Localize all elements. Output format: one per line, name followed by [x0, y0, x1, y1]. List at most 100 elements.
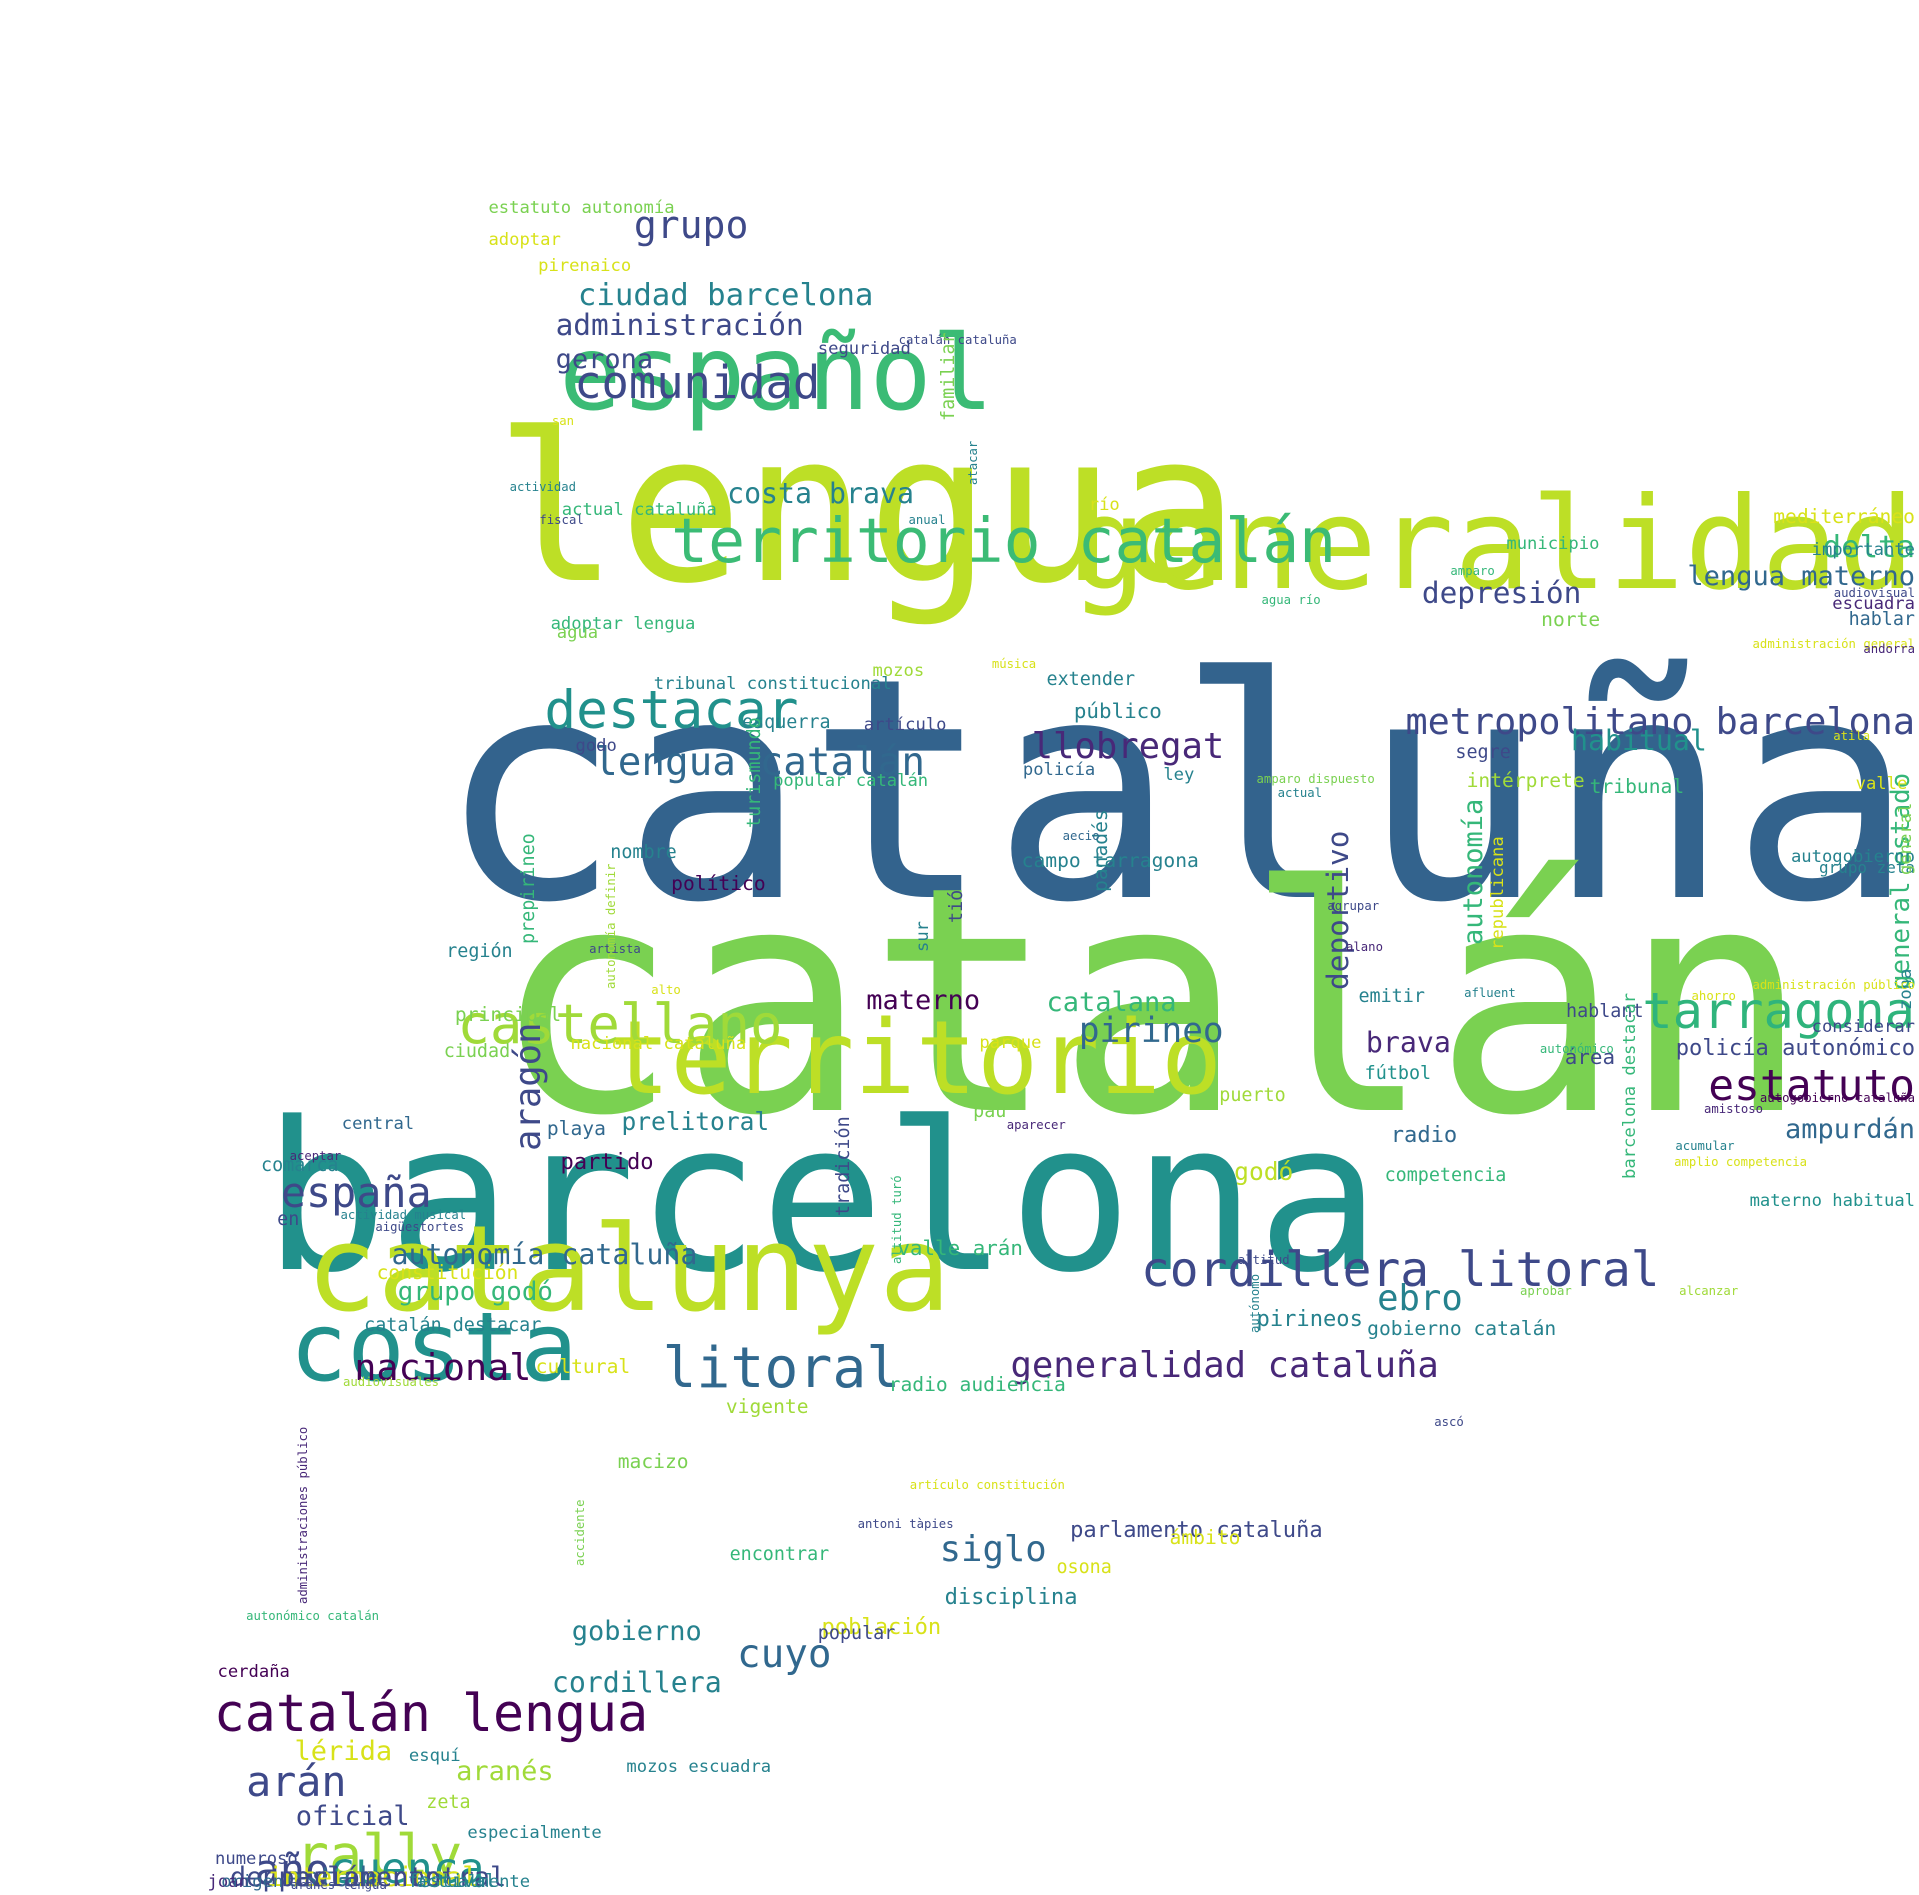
cloud-word: catalana: [1046, 987, 1177, 1019]
cloud-word: constitución: [376, 1260, 519, 1284]
cloud-word: autonomía cataluña: [391, 1237, 698, 1271]
cloud-word: administración general: [1752, 637, 1916, 652]
cloud-word: alto: [651, 983, 681, 998]
cloud-word: intérprete: [1466, 768, 1585, 792]
cloud-word: fiscal: [539, 513, 584, 528]
cloud-word: lengua materno: [1687, 561, 1915, 593]
cloud-word: tribunal: [1589, 774, 1685, 798]
cloud-word: valle: [1855, 773, 1908, 794]
cloud-word: materno: [866, 984, 981, 1016]
cloud-word: familiar: [937, 332, 959, 421]
cloud-word: estatuto autonomía: [488, 198, 675, 219]
cloud-word: radio audiencia: [888, 1372, 1066, 1396]
cloud-word: antoni tàpies: [857, 1517, 954, 1532]
cloud-word: san: [551, 413, 574, 428]
cloud-word: cordillera litoral: [1140, 1242, 1660, 1298]
cloud-word: tarragona: [1642, 980, 1915, 1040]
cloud-word: agrupar: [1327, 898, 1380, 913]
cloud-word: aranés: [456, 1755, 554, 1787]
cloud-word: audiovisuales: [343, 1374, 440, 1389]
cloud-word: amplio competencia: [1674, 1155, 1808, 1170]
cloud-word: río: [1088, 495, 1120, 516]
cloud-word: catalán destacar: [364, 1314, 542, 1336]
cloud-word: godó: [1234, 1156, 1294, 1186]
cloud-word: cultural: [535, 1355, 631, 1379]
cloud-word: popular: [817, 1622, 896, 1644]
cloud-word: fútbol: [1364, 1063, 1432, 1085]
cloud-word: cordillera: [551, 1666, 722, 1700]
cloud-word: norte: [1541, 607, 1601, 631]
cloud-word: rally: [295, 1823, 463, 1888]
cloud-word: mozos: [872, 660, 925, 681]
cloud-word: depresión central: [229, 1861, 507, 1893]
cloud-word: aceptar: [289, 1149, 342, 1163]
cloud-word: destacar: [544, 679, 799, 741]
cloud-word: accidente: [573, 1499, 588, 1567]
cloud-word: costa: [289, 1290, 578, 1403]
cloud-word: catalán: [490, 819, 1810, 1184]
cloud-word: político: [671, 871, 766, 895]
cloud-word: grupo: [633, 203, 749, 248]
cloud-word: ascó: [1434, 1415, 1464, 1430]
cloud-word: escuadra: [1832, 594, 1915, 615]
cloud-word: popular catalán: [773, 771, 929, 792]
cloud-word: estado: [285, 1862, 384, 1893]
cloud-word: pau: [973, 1101, 1007, 1123]
cloud-word: origen: [221, 1871, 284, 1892]
cloud-word: territorio: [609, 998, 1223, 1118]
cloud-word: ebro: [1377, 1278, 1463, 1320]
cloud-word: atacar: [965, 440, 980, 485]
cloud-word: numeroso: [215, 1848, 298, 1869]
cloud-word: importante: [1811, 540, 1915, 561]
cloud-word: partido: [560, 1149, 654, 1176]
cloud-word: habitual: [1570, 723, 1707, 757]
cloud-word: lengua: [494, 389, 1240, 630]
cloud-word: ámbito: [1169, 1526, 1241, 1550]
cloud-word: llobregat: [1031, 726, 1225, 768]
cloud-word: territorio catalán: [671, 505, 1337, 577]
cloud-word: catalán cataluña: [898, 332, 1017, 347]
cloud-word: cuyo: [737, 1631, 832, 1677]
cloud-word: oficial: [295, 1800, 410, 1832]
cloud-word: área: [1564, 1044, 1615, 1069]
cloud-word: generalidad cataluña: [1010, 1344, 1439, 1386]
cloud-word: alano: [1346, 940, 1383, 955]
cloud-word: comunidad: [574, 355, 821, 409]
cloud-word: cuenca: [329, 1844, 485, 1895]
cloud-word: pirineos: [1256, 1306, 1363, 1333]
cloud-word: autonomía definir: [604, 863, 619, 990]
cloud-word: agua: [556, 622, 599, 643]
cloud-word: litoral: [662, 1336, 901, 1402]
cloud-word: región: [446, 940, 513, 962]
cloud-word: aranés lengua: [290, 1877, 387, 1892]
cloud-word: andorra: [1863, 642, 1916, 657]
cloud-word: policía autonómico: [1675, 1035, 1915, 1062]
cloud-word: actual cataluña: [561, 499, 717, 520]
cloud-word: acumular: [1675, 1139, 1735, 1154]
cloud-word: ahorro: [1691, 989, 1736, 1004]
cloud-word: encontrar: [729, 1544, 830, 1566]
cloud-word: autogobierno: [1790, 847, 1915, 868]
cloud-word: brava: [1365, 1025, 1451, 1059]
cloud-word: españa: [280, 1168, 432, 1218]
cloud-word: grupo godó: [397, 1277, 553, 1308]
cloud-word: arán: [246, 1757, 347, 1807]
cloud-word: esquerra: [741, 712, 831, 734]
cloud-word: grupo zeta: [1819, 858, 1915, 878]
cloud-word: cataluña: [437, 613, 1915, 971]
cloud-word: barcelona destacar: [1619, 993, 1640, 1180]
cloud-word: principal: [454, 1003, 562, 1027]
cloud-word: amparo: [1450, 563, 1495, 578]
cloud-word: seguridad: [817, 339, 911, 360]
cloud-word: esquí: [408, 1745, 461, 1766]
cloud-word: sur: [912, 921, 933, 953]
cloud-word: aparecer: [1006, 1118, 1066, 1133]
cloud-word: adoptar lengua: [550, 614, 696, 635]
cloud-word: turismundo: [743, 717, 765, 829]
cloud-word: altitud turó: [890, 1175, 905, 1265]
cloud-word: valle arán: [897, 1236, 1023, 1261]
cloud-word: alcanzar: [1679, 1284, 1739, 1299]
cloud-word: extender: [1046, 669, 1136, 691]
cloud-word: campo tarragona: [1021, 848, 1199, 872]
